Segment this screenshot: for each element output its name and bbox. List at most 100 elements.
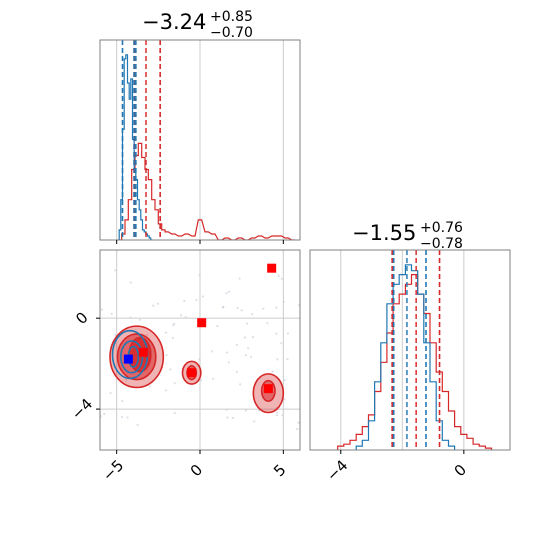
scatter-sample [173, 382, 176, 385]
scatter-sample [169, 368, 172, 371]
scatter-sample [283, 398, 286, 401]
scatter-sample [184, 316, 187, 319]
scatter-sample [180, 314, 183, 317]
scatter-sample [201, 295, 205, 298]
scatter-sample [172, 324, 175, 327]
scatter-sample [138, 318, 141, 321]
scatter-sample [283, 379, 286, 382]
top-grid [116, 40, 284, 240]
joint-ytick-label-0: 0 [72, 308, 91, 327]
joint-markers [123, 263, 277, 394]
scatter-sample [110, 312, 113, 315]
red-marker-0 [267, 263, 277, 273]
red-marker-2 [138, 347, 148, 357]
top-title-value: −3.24 [142, 10, 206, 34]
scatter-sample [164, 389, 167, 392]
scatter-sample [235, 343, 238, 346]
scatter-sample [275, 332, 278, 335]
scatter-sample [211, 350, 214, 353]
scatter-sample [277, 274, 280, 277]
scatter-sample [171, 336, 174, 339]
scatter-sample [239, 383, 242, 386]
scatter-sample [183, 299, 186, 302]
scatter-sample [240, 309, 243, 312]
scatter-sample [103, 412, 106, 416]
scatter-sample [225, 351, 228, 354]
scatter-sample [280, 342, 283, 345]
scatter-sample [227, 290, 231, 293]
scatter-sample [173, 322, 176, 325]
joint-ytick-label-1: −4 [68, 395, 96, 423]
scatter-sample [199, 379, 203, 382]
right-ticks: −4 0 [323, 450, 470, 485]
scatter-sample [114, 334, 117, 337]
blue-contour-1 [120, 340, 144, 374]
right-xtick-label-1: 0 [451, 461, 470, 480]
top-quantile-lines [121, 40, 161, 240]
scatter-sample [136, 423, 139, 427]
blue-marker-0 [123, 354, 133, 364]
right-xtick-label-0: −4 [323, 456, 351, 484]
joint-xtick-label-1: 0 [187, 461, 206, 480]
joint-contours [109, 325, 285, 414]
scatter-sample [286, 332, 289, 335]
scatter-sample [212, 377, 215, 380]
joint-panel: −5 0 5 0 −4 [68, 249, 301, 485]
scatter-sample [275, 306, 278, 309]
scatter-sample [297, 421, 300, 424]
scatter-sample [148, 385, 151, 388]
scatter-sample [198, 274, 201, 277]
scatter-sample [286, 358, 289, 361]
scatter-sample [121, 415, 124, 419]
scatter-sample [247, 347, 250, 350]
scatter-sample [156, 302, 159, 305]
scatter-sample [262, 307, 265, 310]
right-frame [309, 249, 511, 451]
top-title: −3.24 +0.85 −0.70 [142, 9, 253, 41]
scatter-sample [249, 355, 253, 358]
top-title-minus: −0.70 [210, 25, 253, 41]
marginal-bottom-right-panel: −4 0 −1.55 +0.76 −0.78 [309, 220, 511, 485]
scatter-sample [227, 361, 230, 364]
scatter-sample [280, 277, 283, 280]
scatter-sample [281, 414, 284, 417]
scatter-sample [198, 358, 201, 361]
scatter-sample [266, 322, 269, 325]
joint-grid [100, 250, 300, 450]
marginal-top-left-panel: −3.24 +0.85 −0.70 [99, 9, 301, 244]
top-histograms [117, 54, 295, 240]
scatter-sample [296, 428, 299, 431]
right-title: −1.55 +0.76 −0.78 [352, 220, 463, 252]
right-histograms [337, 264, 493, 450]
right-title-minus: −0.78 [420, 236, 463, 252]
scatter-sample [114, 269, 117, 272]
joint-scatter-points [100, 269, 300, 431]
scatter-sample [126, 416, 129, 419]
right-quantile-lines [391, 250, 441, 450]
scatter-sample [145, 333, 148, 336]
scatter-sample [165, 354, 168, 357]
right-title-plus: +0.76 [420, 220, 463, 236]
scatter-sample [276, 358, 279, 361]
scatter-sample [238, 277, 241, 280]
right-grid [340, 250, 465, 450]
scatter-sample [275, 411, 278, 414]
joint-xtick-label-2: 5 [270, 461, 289, 480]
scatter-sample [231, 416, 234, 419]
red-marker-3 [187, 368, 197, 378]
scatter-sample [121, 400, 124, 403]
scatter-sample [271, 370, 274, 373]
right-title-value: −1.55 [352, 221, 416, 245]
scatter-sample [244, 409, 247, 412]
scatter-sample [244, 354, 247, 357]
scatter-sample [251, 313, 254, 316]
scatter-sample [225, 292, 228, 295]
joint-xtick-label-0: −5 [99, 456, 127, 484]
scatter-sample [165, 331, 168, 334]
right-hist-red [337, 274, 493, 450]
scatter-sample [251, 336, 255, 339]
scatter-sample [236, 307, 239, 310]
top-ticks [116, 240, 284, 244]
scatter-sample [253, 420, 256, 423]
